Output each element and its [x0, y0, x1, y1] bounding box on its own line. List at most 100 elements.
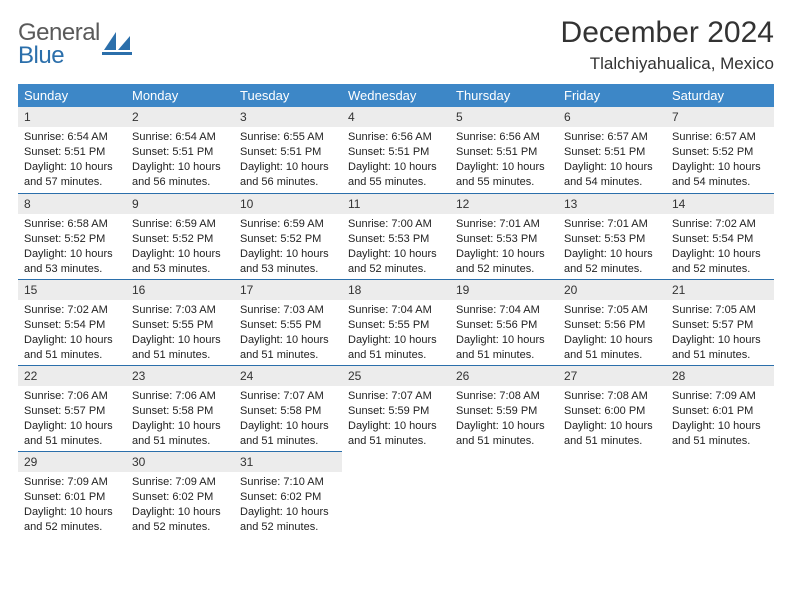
weekday-header: Wednesday: [342, 84, 450, 107]
day-body: Sunrise: 7:05 AMSunset: 5:57 PMDaylight:…: [666, 300, 774, 362]
day-number: 4: [342, 107, 450, 127]
day-body: Sunrise: 7:07 AMSunset: 5:58 PMDaylight:…: [234, 386, 342, 448]
day-line-d2: and 51 minutes.: [132, 348, 228, 363]
calendar-page: General Blue December 2024 Tlalchiyahual…: [0, 0, 792, 612]
day-line-sr: Sunrise: 6:54 AM: [132, 130, 228, 145]
day-line-d2: and 51 minutes.: [456, 434, 552, 449]
day-body: Sunrise: 6:58 AMSunset: 5:52 PMDaylight:…: [18, 214, 126, 276]
day-line-ss: Sunset: 5:54 PM: [672, 232, 768, 247]
day-body: Sunrise: 7:06 AMSunset: 5:57 PMDaylight:…: [18, 386, 126, 448]
day-line-d1: Daylight: 10 hours: [672, 419, 768, 434]
day-line-sr: Sunrise: 7:09 AM: [24, 475, 120, 490]
day-line-d1: Daylight: 10 hours: [564, 333, 660, 348]
day-line-d1: Daylight: 10 hours: [348, 160, 444, 175]
day-line-d1: Daylight: 10 hours: [24, 333, 120, 348]
day-line-sr: Sunrise: 6:59 AM: [132, 217, 228, 232]
day-line-ss: Sunset: 5:51 PM: [240, 145, 336, 160]
calendar-cell: 21Sunrise: 7:05 AMSunset: 5:57 PMDayligh…: [666, 279, 774, 365]
day-number: 12: [450, 193, 558, 214]
day-line-d2: and 51 minutes.: [564, 348, 660, 363]
day-line-d1: Daylight: 10 hours: [132, 419, 228, 434]
calendar-cell: [450, 451, 558, 537]
weekday-header: Sunday: [18, 84, 126, 107]
day-number: 9: [126, 193, 234, 214]
day-body: Sunrise: 7:09 AMSunset: 6:01 PMDaylight:…: [18, 472, 126, 534]
page-header: General Blue December 2024 Tlalchiyahual…: [18, 16, 774, 74]
day-line-d2: and 57 minutes.: [24, 175, 120, 190]
calendar-cell: 3Sunrise: 6:55 AMSunset: 5:51 PMDaylight…: [234, 107, 342, 193]
day-line-d1: Daylight: 10 hours: [240, 247, 336, 262]
calendar-cell: 8Sunrise: 6:58 AMSunset: 5:52 PMDaylight…: [18, 193, 126, 279]
day-line-ss: Sunset: 5:52 PM: [672, 145, 768, 160]
day-line-sr: Sunrise: 7:03 AM: [240, 303, 336, 318]
day-line-ss: Sunset: 5:58 PM: [132, 404, 228, 419]
calendar-cell: 10Sunrise: 6:59 AMSunset: 5:52 PMDayligh…: [234, 193, 342, 279]
day-line-ss: Sunset: 5:55 PM: [348, 318, 444, 333]
month-title: December 2024: [561, 16, 774, 50]
day-number: 15: [18, 279, 126, 300]
day-number: 17: [234, 279, 342, 300]
day-line-d1: Daylight: 10 hours: [672, 333, 768, 348]
day-line-ss: Sunset: 5:51 PM: [456, 145, 552, 160]
day-line-ss: Sunset: 5:52 PM: [24, 232, 120, 247]
calendar-cell: 23Sunrise: 7:06 AMSunset: 5:58 PMDayligh…: [126, 365, 234, 451]
day-line-ss: Sunset: 5:53 PM: [456, 232, 552, 247]
day-number: 29: [18, 451, 126, 472]
day-line-d2: and 56 minutes.: [132, 175, 228, 190]
day-number: 26: [450, 365, 558, 386]
day-number: 28: [666, 365, 774, 386]
day-line-d2: and 52 minutes.: [132, 520, 228, 535]
calendar-cell: 1Sunrise: 6:54 AMSunset: 5:51 PMDaylight…: [18, 107, 126, 193]
day-line-d1: Daylight: 10 hours: [348, 333, 444, 348]
day-body: Sunrise: 6:55 AMSunset: 5:51 PMDaylight:…: [234, 127, 342, 189]
day-line-ss: Sunset: 5:56 PM: [456, 318, 552, 333]
day-body: Sunrise: 7:02 AMSunset: 5:54 PMDaylight:…: [666, 214, 774, 276]
day-line-sr: Sunrise: 7:10 AM: [240, 475, 336, 490]
day-body: Sunrise: 7:01 AMSunset: 5:53 PMDaylight:…: [450, 214, 558, 276]
day-line-d2: and 53 minutes.: [132, 262, 228, 277]
weekday-header: Friday: [558, 84, 666, 107]
calendar-cell: 27Sunrise: 7:08 AMSunset: 6:00 PMDayligh…: [558, 365, 666, 451]
calendar-row: 1Sunrise: 6:54 AMSunset: 5:51 PMDaylight…: [18, 107, 774, 193]
day-line-d1: Daylight: 10 hours: [672, 160, 768, 175]
day-line-d1: Daylight: 10 hours: [564, 247, 660, 262]
day-line-ss: Sunset: 5:55 PM: [240, 318, 336, 333]
day-body: Sunrise: 6:59 AMSunset: 5:52 PMDaylight:…: [234, 214, 342, 276]
day-number: 7: [666, 107, 774, 127]
calendar-table: Sunday Monday Tuesday Wednesday Thursday…: [18, 84, 774, 537]
calendar-cell: 13Sunrise: 7:01 AMSunset: 5:53 PMDayligh…: [558, 193, 666, 279]
calendar-row: 8Sunrise: 6:58 AMSunset: 5:52 PMDaylight…: [18, 193, 774, 279]
day-line-sr: Sunrise: 7:05 AM: [564, 303, 660, 318]
weekday-header: Tuesday: [234, 84, 342, 107]
day-line-d1: Daylight: 10 hours: [132, 505, 228, 520]
day-line-d2: and 55 minutes.: [456, 175, 552, 190]
day-line-sr: Sunrise: 7:02 AM: [672, 217, 768, 232]
day-line-sr: Sunrise: 6:55 AM: [240, 130, 336, 145]
calendar-cell: 28Sunrise: 7:09 AMSunset: 6:01 PMDayligh…: [666, 365, 774, 451]
day-body: Sunrise: 7:06 AMSunset: 5:58 PMDaylight:…: [126, 386, 234, 448]
day-line-d2: and 51 minutes.: [348, 434, 444, 449]
day-number: 14: [666, 193, 774, 214]
day-line-ss: Sunset: 5:52 PM: [240, 232, 336, 247]
calendar-cell: 7Sunrise: 6:57 AMSunset: 5:52 PMDaylight…: [666, 107, 774, 193]
day-line-d1: Daylight: 10 hours: [24, 160, 120, 175]
day-line-d1: Daylight: 10 hours: [240, 160, 336, 175]
day-number: 5: [450, 107, 558, 127]
day-line-ss: Sunset: 5:53 PM: [348, 232, 444, 247]
day-line-sr: Sunrise: 7:09 AM: [672, 389, 768, 404]
day-line-ss: Sunset: 5:59 PM: [348, 404, 444, 419]
day-line-sr: Sunrise: 6:58 AM: [24, 217, 120, 232]
day-line-d1: Daylight: 10 hours: [348, 419, 444, 434]
logo-blue: Blue: [18, 42, 64, 69]
day-number: 30: [126, 451, 234, 472]
day-line-sr: Sunrise: 7:01 AM: [456, 217, 552, 232]
day-line-d2: and 51 minutes.: [456, 348, 552, 363]
day-line-d2: and 53 minutes.: [240, 262, 336, 277]
day-line-d1: Daylight: 10 hours: [240, 333, 336, 348]
day-line-d1: Daylight: 10 hours: [240, 505, 336, 520]
day-line-d2: and 51 minutes.: [564, 434, 660, 449]
day-line-d2: and 51 minutes.: [672, 434, 768, 449]
day-number: 27: [558, 365, 666, 386]
day-number: 8: [18, 193, 126, 214]
day-line-d2: and 51 minutes.: [132, 434, 228, 449]
